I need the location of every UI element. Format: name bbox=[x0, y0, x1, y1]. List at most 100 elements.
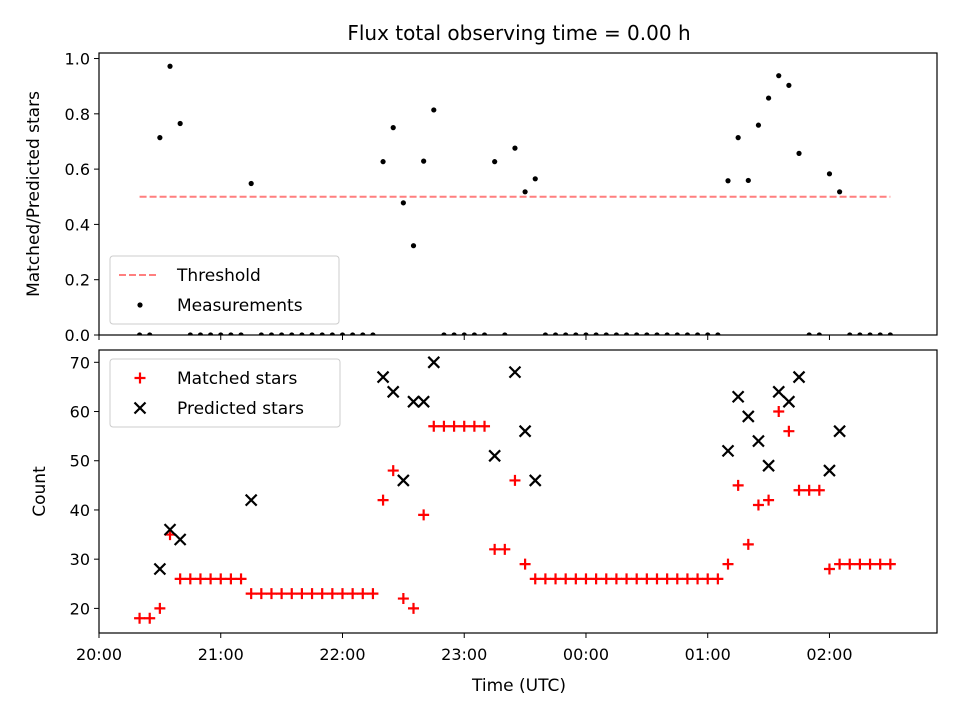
matched-stars-point bbox=[397, 593, 409, 605]
predicted-stars-point bbox=[762, 459, 775, 472]
y-axis-label: Count bbox=[30, 466, 50, 517]
matched-stars-point bbox=[489, 543, 501, 555]
matched-stars-point bbox=[550, 573, 562, 585]
predicted-stars-point bbox=[792, 370, 806, 384]
measurements-point bbox=[431, 107, 437, 113]
measurements-point bbox=[613, 332, 620, 335]
predicted-stars-series bbox=[153, 356, 846, 576]
matched-stars-point bbox=[834, 558, 846, 570]
measurements-point bbox=[786, 82, 792, 88]
x-tick-label: 02:00 bbox=[806, 645, 852, 664]
matched-stars-point bbox=[722, 558, 734, 570]
matched-stars-point bbox=[448, 420, 460, 432]
matched-stars-point bbox=[621, 573, 633, 585]
matched-stars-point bbox=[783, 425, 795, 437]
matched-stars-point bbox=[377, 494, 389, 506]
top-panel: 0.0 0.2 0.4 0.6 0.8 1.0 Matched/Predicted star… bbox=[24, 50, 938, 345]
matched-stars-point bbox=[752, 499, 764, 511]
x-tick-label: 00:00 bbox=[563, 645, 609, 664]
legend: Matched stars Predicted stars bbox=[109, 358, 341, 428]
measurements-point bbox=[309, 332, 315, 335]
measurements-point bbox=[542, 332, 548, 335]
measurements-point bbox=[664, 332, 670, 335]
matched-stars-point bbox=[823, 563, 835, 575]
measurements-point bbox=[684, 332, 691, 335]
measurements-point bbox=[796, 150, 802, 156]
measurements-point bbox=[410, 243, 417, 249]
measurements-point bbox=[370, 332, 376, 335]
measurements-point bbox=[694, 332, 701, 335]
measurements-point bbox=[461, 332, 467, 335]
measurements-point bbox=[197, 332, 204, 335]
measurements-point bbox=[755, 122, 762, 128]
matched-stars-point bbox=[255, 588, 267, 600]
measurements-point bbox=[583, 332, 589, 335]
legend-box bbox=[109, 255, 340, 325]
matched-stars-point bbox=[154, 602, 166, 614]
matched-stars-point bbox=[610, 573, 622, 585]
chart-title: Flux total observing time = 0.00 h bbox=[347, 21, 690, 45]
measurements-point bbox=[451, 332, 457, 335]
predicted-stars-point bbox=[508, 365, 522, 379]
measurements-point bbox=[725, 178, 731, 184]
y-tick-label: 0.4 bbox=[65, 215, 90, 234]
measurements-point bbox=[826, 171, 833, 177]
legend-label: Threshold bbox=[176, 266, 261, 286]
measurements-point bbox=[238, 332, 244, 335]
matched-stars-point bbox=[276, 588, 288, 600]
predicted-stars-point bbox=[742, 410, 755, 423]
matched-stars-point bbox=[874, 558, 886, 570]
y-tick-label: 1.0 bbox=[65, 50, 90, 69]
measurements-point bbox=[674, 332, 680, 335]
measurements-point bbox=[207, 332, 214, 335]
measurements-series bbox=[136, 63, 893, 335]
measurements-point bbox=[187, 332, 193, 335]
legend-label: Matched stars bbox=[177, 369, 297, 389]
measurements-point bbox=[299, 332, 305, 335]
x-tick-label: 01:00 bbox=[685, 645, 731, 664]
predicted-stars-point bbox=[376, 370, 390, 384]
measurements-point bbox=[248, 180, 254, 187]
matched-stars-point bbox=[357, 588, 369, 600]
measurements-point bbox=[228, 332, 234, 335]
measurements-point bbox=[532, 176, 538, 182]
measurements-point bbox=[857, 332, 863, 335]
legend-label: Measurements bbox=[177, 296, 303, 316]
predicted-stars-point bbox=[772, 385, 786, 399]
x-tick-label: 20:00 bbox=[76, 645, 122, 664]
matched-stars-point bbox=[174, 573, 186, 585]
y-tick-label: 20 bbox=[70, 599, 90, 618]
measurements-point bbox=[258, 332, 264, 335]
measurements-point bbox=[400, 200, 406, 206]
measurements-point bbox=[552, 332, 559, 335]
matched-stars-point bbox=[793, 484, 805, 496]
measurements-point bbox=[441, 332, 447, 335]
matched-stars-point bbox=[499, 543, 511, 555]
legend-entry: Measurements bbox=[137, 296, 303, 316]
measurements-point bbox=[350, 332, 356, 335]
predicted-stars-point bbox=[833, 424, 846, 438]
measurements-point bbox=[390, 125, 396, 131]
matched-stars-point bbox=[600, 573, 612, 585]
measurements-point bbox=[319, 332, 325, 335]
plot-area bbox=[134, 356, 896, 624]
matched-stars-point bbox=[235, 573, 247, 585]
panel-frame bbox=[98, 52, 938, 336]
matched-stars-point bbox=[367, 588, 379, 600]
matched-stars-point bbox=[692, 573, 704, 585]
predicted-stars-point bbox=[173, 533, 187, 546]
legend-matched-stars-point bbox=[134, 372, 146, 384]
measurements-point bbox=[877, 332, 883, 335]
matched-stars-point bbox=[854, 558, 866, 570]
measurements-point bbox=[481, 332, 488, 335]
measurements-point bbox=[147, 332, 153, 335]
legend-measurements-point bbox=[137, 302, 143, 308]
legend-entry: Matched stars bbox=[134, 369, 297, 389]
matched-stars-series bbox=[134, 406, 896, 624]
legend-entry: Threshold bbox=[119, 266, 261, 286]
measurements-point bbox=[705, 332, 711, 335]
measurements-point bbox=[289, 332, 295, 335]
matched-stars-point bbox=[803, 484, 815, 496]
y-tick-label: 30 bbox=[70, 550, 90, 569]
